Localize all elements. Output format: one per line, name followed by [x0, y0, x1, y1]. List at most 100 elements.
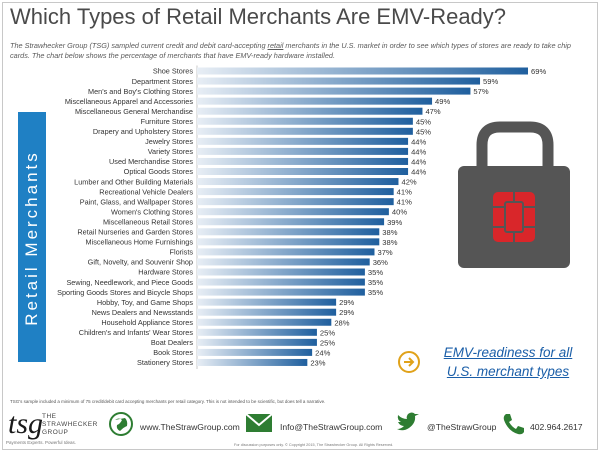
category-label: Miscellaneous Home Furnishings	[86, 238, 194, 247]
twitter-bird-icon	[397, 412, 419, 431]
bar-value-label: 36%	[373, 258, 388, 267]
category-label: Sporting Goods Stores and Bicycle Shops	[57, 288, 193, 297]
logo-name: THE STRAWHECKER GROUP	[42, 413, 98, 436]
footnote: TSG's sample included a minimum of 75 cr…	[10, 399, 326, 404]
category-label: Men's and Boy's Clothing Stores	[88, 87, 193, 96]
bar-value-label: 44%	[411, 147, 426, 156]
bar-value-label: 44%	[411, 168, 426, 177]
bar	[197, 258, 370, 266]
category-label: Household Appliance Stores	[101, 318, 193, 327]
bar-value-label: 29%	[339, 308, 354, 317]
disclaimer: For discussion purposes only. © Copyrigh…	[234, 443, 394, 447]
category-label: Variety Stores	[148, 147, 194, 156]
category-label: Hobby, Toy, and Game Shops	[97, 298, 193, 307]
bar-value-label: 49%	[435, 97, 450, 106]
infographic-frame	[2, 2, 598, 450]
category-label: Children's and Infants' Wear Stores	[79, 328, 194, 337]
category-label: Florists	[169, 248, 193, 257]
bar	[197, 268, 365, 276]
phone-number[interactable]: 402.964.2617	[530, 422, 583, 432]
bar	[197, 198, 394, 206]
bar	[197, 157, 409, 165]
bar-value-label: 28%	[334, 318, 349, 327]
bar	[197, 328, 317, 336]
bar	[197, 308, 337, 316]
category-label: Women's Clothing Stores	[111, 207, 193, 216]
bar	[197, 87, 471, 95]
bar-value-label: 44%	[411, 137, 426, 146]
bar	[197, 298, 337, 306]
bar-value-label: 24%	[315, 348, 330, 357]
category-label: Boat Dealers	[151, 338, 194, 347]
bar-value-label: 39%	[387, 218, 402, 227]
bar-value-label: 25%	[320, 338, 335, 347]
twitter-handle[interactable]: @TheStrawGroup	[427, 422, 497, 432]
website-link[interactable]: www.TheStrawGroup.com	[140, 422, 240, 432]
category-label: Paint, Glass, and Wallpaper Stores	[80, 197, 194, 206]
category-label: Furniture Stores	[141, 117, 194, 126]
bar	[197, 208, 389, 216]
category-label: Retail Nurseries and Garden Stores	[77, 228, 193, 237]
bar	[197, 348, 313, 356]
bar	[197, 127, 413, 135]
bar	[197, 358, 308, 366]
bar-value-label: 35%	[368, 268, 383, 277]
bar	[197, 107, 423, 115]
bar	[197, 278, 365, 286]
category-label: Book Stores	[153, 348, 193, 357]
category-label: Shoe Stores	[153, 67, 194, 76]
bar	[197, 188, 394, 196]
bar	[197, 238, 380, 246]
bar-value-label: 57%	[473, 87, 488, 96]
category-label: Gift, Novelty, and Souvenir Shop	[88, 258, 193, 267]
bar-value-label: 35%	[368, 288, 383, 297]
category-label: Miscellaneous General Merchandise	[75, 107, 193, 116]
bar	[197, 228, 380, 236]
arrow-right-icon	[398, 351, 420, 373]
category-label: Lumber and Other Building Materials	[74, 177, 193, 186]
category-label: Used Merchandise Stores	[109, 157, 193, 166]
category-label: Sewing, Needlework, and Piece Goods	[66, 278, 193, 287]
bar	[197, 218, 385, 226]
bar	[197, 137, 409, 145]
bar	[197, 168, 409, 175]
bar	[197, 77, 481, 85]
bar-value-label: 29%	[339, 298, 354, 307]
category-label: Drapery and Upholstery Stores	[93, 127, 194, 136]
category-label: Miscellaneous Apparel and Accessories	[65, 97, 194, 106]
card-lock-icon	[458, 121, 570, 268]
category-label: Stationery Stores	[137, 358, 193, 367]
bar	[197, 288, 365, 296]
bar-value-label: 38%	[382, 238, 397, 247]
bar	[197, 147, 409, 155]
email-link[interactable]: Info@TheStrawGroup.com	[280, 422, 383, 432]
bar-value-label: 44%	[411, 157, 426, 166]
category-label: Optical Goods Stores	[124, 167, 194, 176]
category-label: Miscellaneous Retail Stores	[103, 217, 193, 226]
bar	[197, 338, 317, 346]
side-band	[18, 112, 46, 362]
page-title: Which Types of Retail Merchants Are EMV-…	[10, 4, 507, 29]
footer: tsg THE STRAWHECKER GROUP Payments Exper…	[4, 403, 598, 449]
bar-value-label: 41%	[397, 198, 412, 207]
bar-value-label: 25%	[320, 328, 335, 337]
emv-callout[interactable]: EMV-readiness for all U.S. merchant type…	[396, 341, 586, 391]
bars-group: Shoe Stores 69% Department Stores 59% Men's …	[57, 65, 546, 369]
bar-value-label: 47%	[425, 107, 440, 116]
bar-value-label: 45%	[416, 127, 431, 136]
bar-value-label: 42%	[401, 178, 416, 187]
bar	[197, 178, 399, 186]
bar-value-label: 35%	[368, 278, 383, 287]
bar	[197, 117, 413, 125]
bar-value-label: 59%	[483, 77, 498, 86]
bar-value-label: 23%	[310, 358, 325, 367]
emv-callout-link[interactable]: EMV-readiness for all U.S. merchant type…	[443, 345, 573, 379]
category-label: Hardware Stores	[138, 268, 193, 277]
bar-value-label: 37%	[377, 248, 392, 257]
bar-value-label: 69%	[531, 67, 546, 76]
envelope-icon	[245, 413, 273, 432]
bar-value-label: 41%	[397, 188, 412, 197]
bar	[197, 67, 528, 75]
bar	[197, 318, 332, 326]
